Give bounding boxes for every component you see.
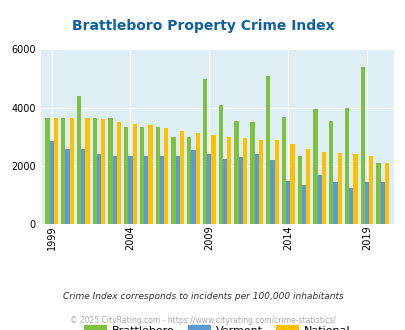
Bar <box>160 156 164 224</box>
Text: © 2025 CityRating.com - https://www.cityrating.com/crime-statistics/: © 2025 CityRating.com - https://www.city… <box>70 316 335 325</box>
Bar <box>270 160 274 224</box>
Bar <box>187 137 191 224</box>
Bar <box>211 136 215 224</box>
Bar <box>101 119 105 224</box>
Bar <box>128 156 132 224</box>
Bar <box>96 154 101 224</box>
Bar <box>92 118 96 224</box>
Bar <box>191 150 195 224</box>
Bar <box>148 125 152 224</box>
Bar <box>281 116 286 224</box>
Bar <box>290 144 294 224</box>
Bar <box>85 118 90 224</box>
Bar <box>112 156 117 224</box>
Bar <box>313 109 317 224</box>
Bar <box>155 127 160 224</box>
Bar <box>301 185 305 224</box>
Bar <box>305 148 309 224</box>
Bar <box>69 118 74 224</box>
Bar <box>207 154 211 224</box>
Bar <box>360 67 364 224</box>
Bar <box>164 128 168 224</box>
Bar <box>238 157 243 224</box>
Bar <box>195 133 199 224</box>
Bar <box>317 175 321 224</box>
Bar <box>227 137 231 224</box>
Bar <box>265 76 270 224</box>
Text: Brattleboro Property Crime Index: Brattleboro Property Crime Index <box>72 19 333 33</box>
Bar <box>234 121 238 224</box>
Bar <box>139 127 144 224</box>
Bar <box>274 140 278 224</box>
Bar <box>384 163 388 224</box>
Bar <box>117 122 121 224</box>
Bar <box>258 140 262 224</box>
Legend: Brattleboro, Vermont, National: Brattleboro, Vermont, National <box>79 321 354 330</box>
Text: Crime Index corresponds to incidents per 100,000 inhabitants: Crime Index corresponds to incidents per… <box>62 292 343 301</box>
Bar <box>344 108 348 224</box>
Bar <box>328 121 333 224</box>
Bar <box>218 105 222 224</box>
Bar <box>144 156 148 224</box>
Bar <box>81 148 85 224</box>
Bar <box>49 141 53 224</box>
Bar <box>175 156 179 224</box>
Bar <box>333 182 337 224</box>
Bar <box>286 181 290 224</box>
Bar <box>321 151 325 224</box>
Bar <box>61 118 65 224</box>
Bar <box>337 153 341 224</box>
Bar <box>254 154 258 224</box>
Bar <box>364 182 368 224</box>
Bar <box>380 182 384 224</box>
Bar <box>124 127 128 224</box>
Bar <box>171 137 175 224</box>
Bar <box>53 118 58 224</box>
Bar <box>45 118 49 224</box>
Bar <box>243 138 247 224</box>
Bar <box>348 188 352 224</box>
Bar <box>222 159 227 224</box>
Bar <box>77 96 81 224</box>
Bar <box>65 148 69 224</box>
Bar <box>249 122 254 224</box>
Bar <box>179 131 184 224</box>
Bar <box>132 124 136 224</box>
Bar <box>352 154 357 224</box>
Bar <box>297 156 301 224</box>
Bar <box>368 156 373 224</box>
Bar <box>202 79 207 224</box>
Bar <box>108 118 112 224</box>
Bar <box>375 163 380 224</box>
